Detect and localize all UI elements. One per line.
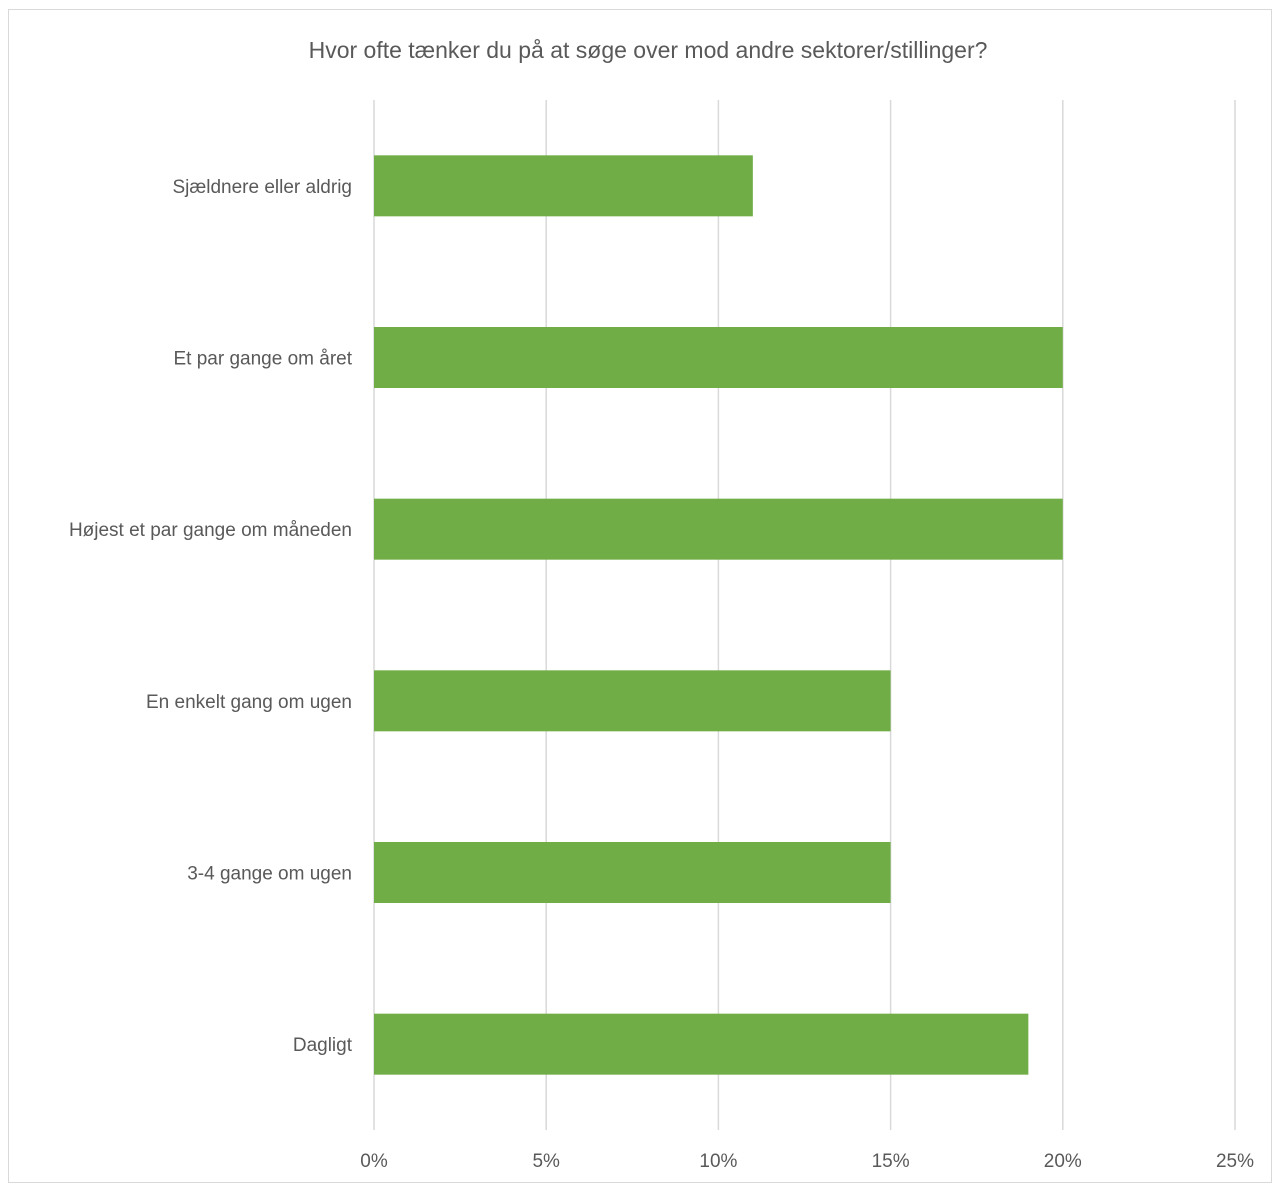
category-label: Et par gange om året: [174, 349, 353, 370]
gridlines: [373, 100, 1236, 1130]
bars: [374, 155, 1063, 1075]
x-tick-label: 15%: [872, 1151, 910, 1172]
x-tick-label: 10%: [699, 1151, 737, 1172]
x-tick-label: 0%: [360, 1151, 388, 1172]
x-tick-labels: 0% 5% 10% 15% 20% 25%: [360, 1151, 1254, 1172]
x-tick-label: 20%: [1044, 1151, 1082, 1172]
bar: [374, 1013, 1029, 1075]
category-labels: Sjældnere eller aldrig Et par gange om år…: [69, 177, 353, 1056]
x-tick-label: 25%: [1216, 1151, 1254, 1172]
category-label: Højest et par gange om måneden: [69, 520, 352, 541]
bar: [374, 670, 891, 732]
bar: [374, 498, 1063, 560]
category-label: En enkelt gang om ugen: [146, 692, 352, 713]
bar: [374, 327, 1063, 388]
category-label: 3-4 gange om ugen: [187, 864, 352, 885]
x-tick-label: 5%: [532, 1151, 560, 1172]
bar: [374, 155, 753, 217]
chart-title: Hvor ofte tænker du på at søge over mod …: [309, 37, 988, 63]
category-label: Sjældnere eller aldrig: [172, 177, 352, 198]
category-label: Dagligt: [293, 1035, 353, 1056]
bar: [374, 842, 891, 903]
